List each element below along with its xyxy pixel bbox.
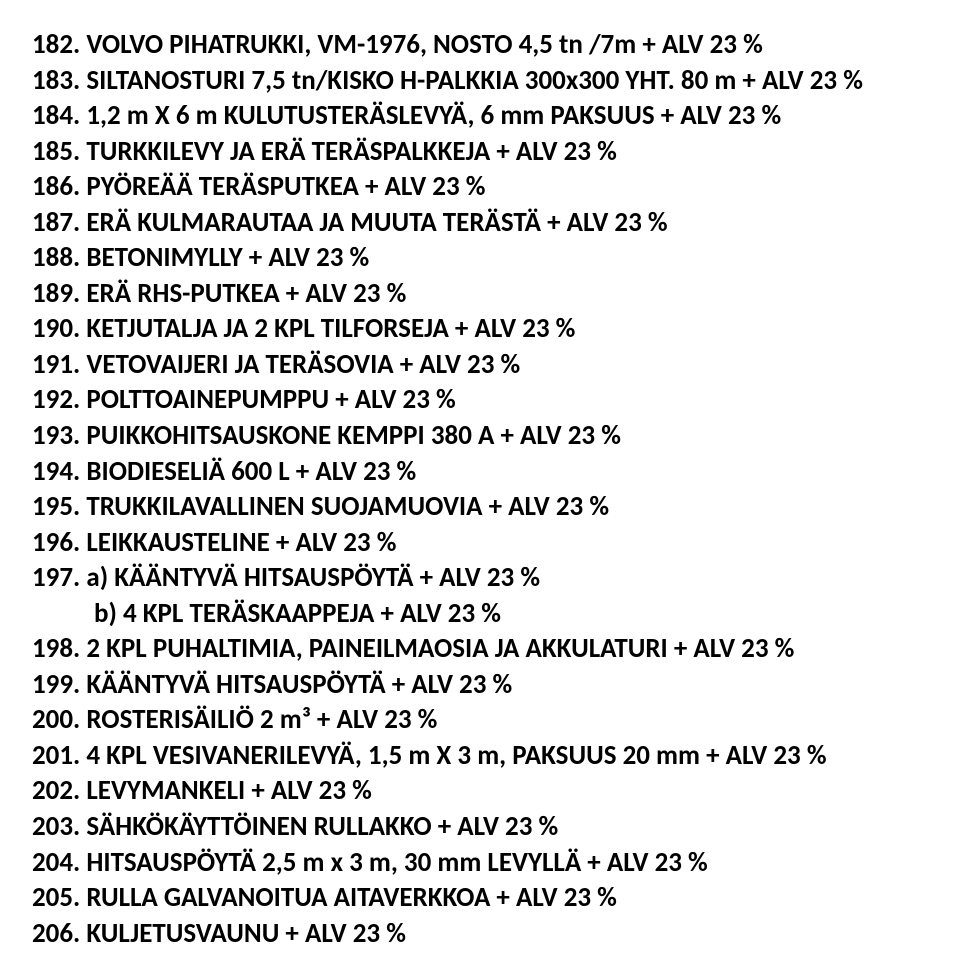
item-text: PUIKKOHITSAUSKONE KEMPPI 380 A + ALV 23 … [86, 419, 621, 452]
item-text: VETOVAIJERI JA TERÄSOVIA + ALV 23 % [86, 348, 520, 381]
item-number: 204. [32, 846, 86, 879]
item-text: LEVYMANKELI + ALV 23 % [86, 774, 371, 807]
item-text: POLTTOAINEPUMPPU + ALV 23 % [86, 383, 455, 416]
item-text: ROSTERISÄILIÖ 2 m³ + ALV 23 % [86, 703, 437, 736]
item-text: PYÖREÄÄ TERÄSPUTKEA + ALV 23 % [86, 170, 485, 203]
list-item: 191. VETOVAIJERI JA TERÄSOVIA + ALV 23 % [32, 348, 928, 383]
item-text: SÄHKÖKÄYTTÖINEN RULLAKKO + ALV 23 % [86, 810, 558, 843]
item-text: KULJETUSVAUNU + ALV 23 % [86, 917, 406, 950]
list-item: 193. PUIKKOHITSAUSKONE KEMPPI 380 A + AL… [32, 419, 928, 454]
item-text: RULLA GALVANOITUA AITAVERKKOA + ALV 23 % [86, 881, 617, 914]
list-item: 199. KÄÄNTYVÄ HITSAUSPÖYTÄ + ALV 23 % [32, 668, 928, 703]
item-number: 192. [32, 383, 86, 416]
item-number: 198. [32, 632, 86, 665]
item-number: 186. [32, 170, 86, 203]
item-text: LEIKKAUSTELINE + ALV 23 % [86, 526, 396, 559]
list-item: 201. 4 KPL VESIVANERILEVYÄ, 1,5 m X 3 m,… [32, 739, 928, 774]
list-item: 200. ROSTERISÄILIÖ 2 m³ + ALV 23 % [32, 703, 928, 738]
item-number: 195. [32, 490, 86, 523]
item-number: 201. [32, 739, 86, 772]
item-text: TURKKILEVY JA ERÄ TERÄSPALKKEJA + ALV 23… [86, 135, 616, 168]
item-text: 4 KPL VESIVANERILEVYÄ, 1,5 m X 3 m, PAKS… [86, 739, 826, 772]
list-item: 198. 2 KPL PUHALTIMIA, PAINEILMAOSIA JA … [32, 632, 928, 667]
item-number: 187. [32, 206, 86, 239]
list-item: 189. ERÄ RHS-PUTKEA + ALV 23 % [32, 277, 928, 312]
item-number: 199. [32, 668, 86, 701]
document-list: 182. VOLVO PIHATRUKKI, VM-1976, NOSTO 4,… [32, 28, 928, 951]
item-number: 191. [32, 348, 86, 381]
item-number: 182. [32, 28, 86, 61]
item-number: 197. [32, 561, 86, 594]
list-item: 190. KETJUTALJA JA 2 KPL TILFORSEJA + AL… [32, 312, 928, 347]
list-item: 203. SÄHKÖKÄYTTÖINEN RULLAKKO + ALV 23 % [32, 810, 928, 845]
item-text: a) KÄÄNTYVÄ HITSAUSPÖYTÄ + ALV 23 % [86, 561, 540, 594]
item-number: 194. [32, 455, 86, 488]
item-number: 190. [32, 312, 86, 345]
item-number: 202. [32, 774, 86, 807]
list-item: 183. SILTANOSTURI 7,5 tn/KISKO H-PALKKIA… [32, 64, 928, 99]
item-text: KETJUTALJA JA 2 KPL TILFORSEJA + ALV 23 … [86, 312, 575, 345]
list-item: 192. POLTTOAINEPUMPPU + ALV 23 % [32, 383, 928, 418]
item-text: TRUKKILAVALLINEN SUOJAMUOVIA + ALV 23 % [86, 490, 609, 523]
list-item: 206. KULJETUSVAUNU + ALV 23 % [32, 917, 928, 952]
item-text: 1,2 m X 6 m KULUTUSTERÄSLEVYÄ, 6 mm PAKS… [86, 99, 781, 132]
list-item: 205. RULLA GALVANOITUA AITAVERKKOA + ALV… [32, 881, 928, 916]
item-number: 183. [32, 64, 86, 97]
item-number: 200. [32, 703, 86, 736]
list-item: 184. 1,2 m X 6 m KULUTUSTERÄSLEVYÄ, 6 mm… [32, 99, 928, 134]
list-item: 194. BIODIESELIÄ 600 L + ALV 23 % [32, 455, 928, 490]
list-item: 186. PYÖREÄÄ TERÄSPUTKEA + ALV 23 % [32, 170, 928, 205]
item-text: SILTANOSTURI 7,5 tn/KISKO H-PALKKIA 300x… [86, 64, 863, 97]
item-text: BETONIMYLLY + ALV 23 % [86, 241, 369, 274]
item-number: 193. [32, 419, 86, 452]
list-item: 197. a) KÄÄNTYVÄ HITSAUSPÖYTÄ + ALV 23 % [32, 561, 928, 596]
item-text: BIODIESELIÄ 600 L + ALV 23 % [86, 455, 416, 488]
item-number: 184. [32, 99, 86, 132]
item-number: 185. [32, 135, 86, 168]
list-item: 202. LEVYMANKELI + ALV 23 % [32, 774, 928, 809]
item-text: HITSAUSPÖYTÄ 2,5 m x 3 m, 30 mm LEVYLLÄ … [86, 846, 707, 879]
item-number: 203. [32, 810, 86, 843]
item-text: VOLVO PIHATRUKKI, VM-1976, NOSTO 4,5 tn … [86, 28, 762, 61]
list-item: 187. ERÄ KULMARAUTAA JA MUUTA TERÄSTÄ + … [32, 206, 928, 241]
item-number: 206. [32, 917, 86, 950]
item-text: ERÄ KULMARAUTAA JA MUUTA TERÄSTÄ + ALV 2… [86, 206, 667, 239]
list-item: 204. HITSAUSPÖYTÄ 2,5 m x 3 m, 30 mm LEV… [32, 846, 928, 881]
item-text: 2 KPL PUHALTIMIA, PAINEILMAOSIA JA AKKUL… [86, 632, 794, 665]
item-text: ERÄ RHS-PUTKEA + ALV 23 % [86, 277, 406, 310]
list-item: 196. LEIKKAUSTELINE + ALV 23 % [32, 526, 928, 561]
item-text: KÄÄNTYVÄ HITSAUSPÖYTÄ + ALV 23 % [86, 668, 512, 701]
item-number: 188. [32, 241, 86, 274]
list-item: 185. TURKKILEVY JA ERÄ TERÄSPALKKEJA + A… [32, 135, 928, 170]
item-number: 205. [32, 881, 86, 914]
list-item: 195. TRUKKILAVALLINEN SUOJAMUOVIA + ALV … [32, 490, 928, 525]
item-number: 189. [32, 277, 86, 310]
list-item: 188. BETONIMYLLY + ALV 23 % [32, 241, 928, 276]
list-item-sub: b) 4 KPL TERÄSKAAPPEJA + ALV 23 % [32, 597, 928, 632]
item-number: 196. [32, 526, 86, 559]
list-item: 182. VOLVO PIHATRUKKI, VM-1976, NOSTO 4,… [32, 28, 928, 63]
